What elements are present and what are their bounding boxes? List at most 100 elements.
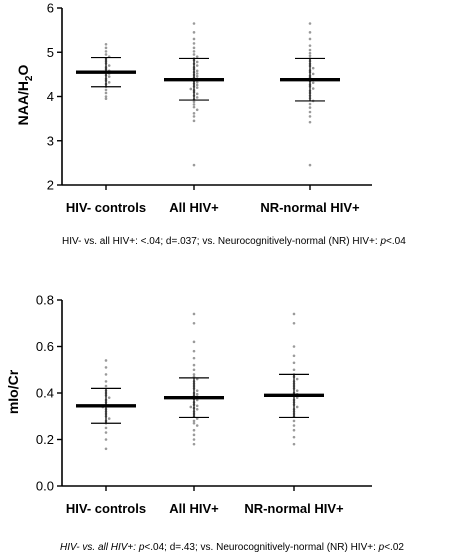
naa-data-point <box>195 96 199 99</box>
naa-data-point <box>308 106 312 109</box>
mio-data-point <box>192 363 196 367</box>
naa-data-point <box>308 48 312 52</box>
mio-data-point <box>292 354 296 358</box>
naa-y-axis-label: NAA/H2O <box>15 64 35 125</box>
naa-data-point <box>195 72 199 75</box>
mio-data-point <box>295 377 299 381</box>
mio-data-point <box>192 433 196 437</box>
naa-category-label: HIV- controls <box>66 200 146 215</box>
mio-data-point <box>195 404 199 408</box>
mio-data-point <box>104 373 108 376</box>
mio-data-point <box>295 389 299 392</box>
naa-data-point <box>192 46 196 50</box>
naa-data-point <box>189 87 193 91</box>
naa-y-tick-label: 3 <box>47 133 54 148</box>
mio-y-tick-label: 0.6 <box>36 339 54 354</box>
naa-data-point <box>192 119 196 123</box>
naa-data-point <box>311 87 315 90</box>
naa-data-point <box>195 81 199 84</box>
naa-data-point <box>192 31 196 34</box>
naa-data-point <box>192 22 196 25</box>
naa-stats-note: HIV- vs. all HIV+: <.04; d=.037; vs. Neu… <box>62 236 406 247</box>
mio-data-point <box>195 424 199 427</box>
naa-y-tick-label: 6 <box>47 1 54 16</box>
mio-data-point <box>195 392 199 396</box>
naa-y-tick-label: 4 <box>47 89 54 104</box>
naa-data-point <box>192 105 196 109</box>
mio-data-point <box>192 373 196 376</box>
mio-data-point <box>104 426 108 430</box>
naa-data-point <box>195 92 199 96</box>
mio-data-point <box>292 361 296 365</box>
naa-data-point <box>107 75 111 78</box>
mio-data-point <box>195 407 199 411</box>
naa-data-point <box>308 102 312 106</box>
mio-data-point <box>104 359 108 362</box>
naa-data-point <box>192 42 196 45</box>
mio-data-point <box>292 312 296 316</box>
mio-data-point <box>104 384 108 388</box>
naa-data-point <box>308 44 312 47</box>
naa-y-tick-label: 5 <box>47 45 54 60</box>
naa-data-point <box>192 163 196 167</box>
mio-data-point <box>292 442 296 446</box>
mio-y-tick-label: 0.4 <box>36 386 54 401</box>
mio-data-point <box>192 442 196 446</box>
naa-data-point <box>192 112 196 115</box>
mio-data-point <box>195 389 199 392</box>
mio-data-point <box>292 345 296 348</box>
naa-data-point <box>107 81 111 84</box>
mio-data-point <box>192 340 196 344</box>
mio-y-axis-label: mIo/Cr <box>5 369 21 414</box>
naa-data-point <box>104 50 108 53</box>
naa-data-point <box>104 88 108 92</box>
mio-data-point <box>292 321 296 325</box>
naa-data-point <box>195 86 199 89</box>
mio-category-label: HIV- controls <box>66 501 146 516</box>
naa-data-point <box>104 97 108 101</box>
naa-data-point <box>195 60 199 64</box>
mio-data-point <box>192 356 196 360</box>
naa-data-point <box>104 53 108 56</box>
naa-data-point <box>311 72 315 76</box>
mio-y-tick-label: 0.0 <box>36 479 54 494</box>
mio-data-point <box>192 421 196 425</box>
naa-plot-area: 2 3 4 5 6 HIV- controls All HIV+ NR-normal HIV+ <box>47 1 372 215</box>
naa-data-point <box>308 120 312 124</box>
naa-data-point <box>308 51 312 55</box>
mio-data-point <box>107 396 111 399</box>
mio-data-point <box>295 405 299 409</box>
mio-category-label: NR-normal HIV+ <box>244 501 344 516</box>
mio-data-point <box>104 366 108 369</box>
mio-data-point <box>104 447 108 451</box>
naa-data-point <box>311 66 315 70</box>
naa-data-point <box>104 42 108 46</box>
mio-data-point <box>192 321 196 325</box>
mio-data-point <box>292 368 296 372</box>
naa-data-point <box>308 163 312 167</box>
naa-data-point <box>195 83 199 87</box>
mio-data-point <box>192 438 196 441</box>
naa-data-point <box>104 95 108 98</box>
mio-data-point <box>107 417 111 420</box>
mio-data-point <box>292 419 296 423</box>
mio-data-point <box>292 424 296 427</box>
naa-category-label: All HIV+ <box>169 200 219 215</box>
mio-data-point <box>104 431 108 434</box>
naa-data-point <box>195 69 199 73</box>
mio-data-point <box>192 368 196 372</box>
naa-data-point <box>192 53 196 56</box>
naa-panel: NAA/H2O 2 3 4 5 6 HIV- controls All HIV+ NR-nor… <box>15 1 372 215</box>
naa-data-point <box>195 108 199 112</box>
naa-data-point <box>308 54 312 58</box>
mio-data-point <box>192 428 196 432</box>
mio-data-point <box>192 419 196 423</box>
mio-data-point <box>192 349 196 353</box>
naa-y-tick-label: 2 <box>47 178 54 193</box>
naa-category-label: NR-normal HIV+ <box>260 200 360 215</box>
mio-panel: mIo/Cr 0.0 0.2 0.4 0.6 0.8 HIV- controls All H… <box>5 293 372 516</box>
mio-data-point <box>192 312 196 316</box>
naa-data-point <box>308 115 312 118</box>
naa-data-point <box>195 64 199 67</box>
mio-data-point <box>104 438 108 441</box>
